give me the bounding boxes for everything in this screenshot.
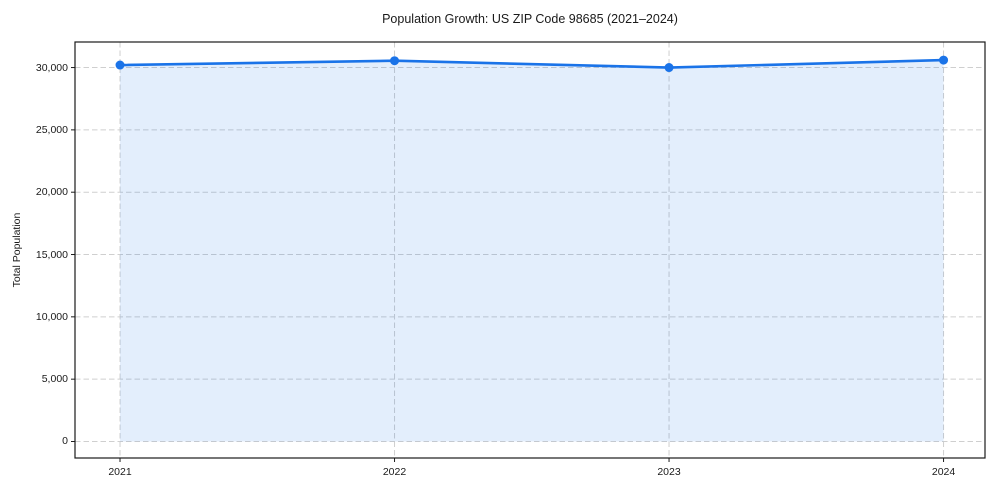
data-line [118,58,945,69]
plot-border [74,41,986,459]
y-tick-label: 0 [62,435,68,448]
data-point [115,60,125,70]
area-fill [120,60,944,442]
x-tick-label: 2023 [657,466,681,478]
y-tick-label: 20,000 [35,186,68,199]
y-tick-label: 15,000 [35,248,68,261]
x-tick-label: 2022 [382,466,407,478]
data-point [939,55,949,65]
chart-title: Population Growth: US ZIP Code 98685 (20… [382,12,678,26]
x-tick-label: 2024 [931,466,956,478]
data-point [390,56,400,66]
y-tick-label: 10,000 [35,310,68,323]
x-tick-label: 2021 [108,466,132,478]
y-tick-label: 25,000 [35,123,68,136]
y-tick-label: 30,000 [35,61,68,74]
data-point [664,63,674,73]
y-tick-label: 5,000 [41,373,68,386]
